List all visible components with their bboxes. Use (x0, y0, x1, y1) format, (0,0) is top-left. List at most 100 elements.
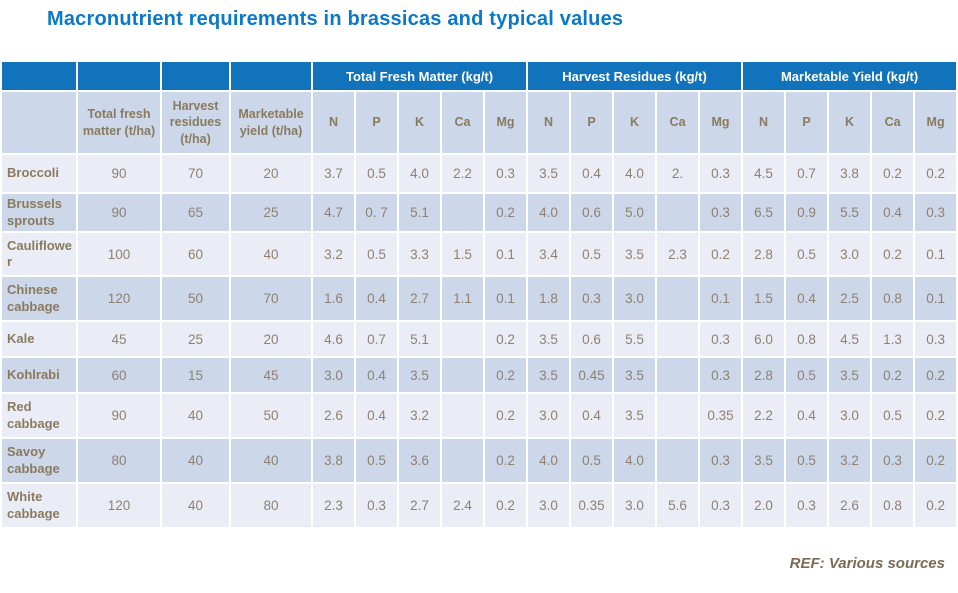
header-spacer (162, 62, 229, 90)
value-cell: 3.8 (313, 439, 354, 482)
value-cell: 3.0 (829, 233, 871, 275)
sub-header-mg: Mg (700, 92, 742, 153)
value-cell: 0.1 (700, 277, 742, 320)
value-cell: 0.3 (915, 322, 957, 356)
value-cell: 1.5 (743, 277, 785, 320)
value-cell: 0.5 (786, 358, 828, 392)
sub-header-n: N (743, 92, 785, 153)
value-cell: 4.0 (528, 439, 570, 482)
value-cell: 3.8 (829, 155, 871, 192)
value-cell: 65 (162, 194, 229, 231)
value-cell: 0.3 (700, 194, 742, 231)
value-cell: 4.0 (614, 155, 656, 192)
value-cell: 45 (231, 358, 311, 392)
value-cell: 0.5 (872, 394, 914, 437)
value-cell: 3.4 (528, 233, 570, 275)
value-cell: 0.2 (915, 394, 957, 437)
value-cell: 5.1 (399, 194, 440, 231)
value-cell: 50 (231, 394, 311, 437)
value-cell: 0.3 (485, 155, 527, 192)
value-cell: 40 (162, 394, 229, 437)
value-cell: 80 (78, 439, 160, 482)
value-cell: 0.3 (700, 358, 742, 392)
value-cell: 5.6 (657, 484, 699, 527)
sub-header-k: K (614, 92, 656, 153)
value-cell: 2.2 (442, 155, 483, 192)
value-cell: 0.7 (786, 155, 828, 192)
value-cell: 0.5 (786, 439, 828, 482)
value-cell: 0.3 (700, 484, 742, 527)
value-cell: 0.5 (356, 439, 397, 482)
value-cell: 0.4 (571, 394, 613, 437)
value-cell: 6.0 (743, 322, 785, 356)
value-cell: 0.2 (485, 358, 527, 392)
group-header-total-fresh-matter: Total Fresh Matter (kg/t) (313, 62, 527, 90)
value-cell: 0.5 (356, 155, 397, 192)
value-cell: 0.3 (356, 484, 397, 527)
value-cell: 0.1 (915, 233, 957, 275)
value-cell (657, 439, 699, 482)
value-cell: 50 (162, 277, 229, 320)
row-label: Red cabbage (2, 394, 76, 437)
table-row: White cabbage 120 40 80 2.3 0.3 2.7 2.4 0.2 3.0 0.… (2, 484, 957, 527)
table-row: Chinese cabbage 120 50 70 1.6 0.4 2.7 1.1 0.1 1.8… (2, 277, 957, 320)
value-cell: 0.4 (786, 394, 828, 437)
header-spacer (78, 62, 160, 90)
sub-header-total-fresh-matter: Total fresh matter (t/ha) (78, 92, 160, 153)
value-cell: 0.2 (915, 155, 957, 192)
value-cell: 0.9 (786, 194, 828, 231)
value-cell: 4.0 (528, 194, 570, 231)
table-row: Kale 45 25 20 4.6 0.7 5.1 0.2 3.5 0.6 5.5 0.3 6.0 0.8… (2, 322, 957, 356)
value-cell: 3.0 (313, 358, 354, 392)
value-cell (442, 322, 483, 356)
sub-header-blank (2, 92, 76, 153)
sub-header-ca: Ca (657, 92, 699, 153)
value-cell: 120 (78, 277, 160, 320)
value-cell: 2.8 (743, 358, 785, 392)
table-row: Red cabbage 90 40 50 2.6 0.4 3.2 0.2 3.0 0.4 3.5 0.… (2, 394, 957, 437)
table-body: Broccoli 90 70 20 3.7 0.5 4.0 2.2 0.3 3.5 0.4 4.0 2.… (2, 155, 957, 527)
group-header-row: Total Fresh Matter (kg/t) Harvest Residu… (2, 62, 957, 90)
header-spacer (2, 62, 76, 90)
value-cell: 0.1 (915, 277, 957, 320)
value-cell: 0.4 (786, 277, 828, 320)
value-cell: 5.5 (614, 322, 656, 356)
value-cell: 0.4 (872, 194, 914, 231)
value-cell: 4.7 (313, 194, 354, 231)
value-cell: 40 (231, 233, 311, 275)
row-label: Cauliflower (2, 233, 76, 275)
value-cell: 2.6 (313, 394, 354, 437)
sub-header-row: Total fresh matter (t/ha) Harvest residu… (2, 92, 957, 153)
table-row: Broccoli 90 70 20 3.7 0.5 4.0 2.2 0.3 3.5 0.4 4.0 2.… (2, 155, 957, 192)
value-cell: 3.0 (528, 394, 570, 437)
sub-header-n: N (313, 92, 354, 153)
value-cell: 0.3 (571, 277, 613, 320)
reference-note: REF: Various sources (789, 555, 945, 572)
row-label: Brussels sprouts (2, 194, 76, 231)
row-label: Kale (2, 322, 76, 356)
sub-header-n: N (528, 92, 570, 153)
value-cell: 3.0 (829, 394, 871, 437)
value-cell: 0.2 (485, 394, 527, 437)
value-cell: 80 (231, 484, 311, 527)
value-cell: 2.7 (399, 277, 440, 320)
value-cell: 0.2 (915, 358, 957, 392)
sub-header-k: K (829, 92, 871, 153)
value-cell: 4.5 (829, 322, 871, 356)
value-cell: 0.8 (872, 484, 914, 527)
row-label: Broccoli (2, 155, 76, 192)
value-cell: 2.4 (442, 484, 483, 527)
value-cell: 0.3 (872, 439, 914, 482)
value-cell: 3.5 (614, 394, 656, 437)
value-cell: 0.2 (700, 233, 742, 275)
value-cell: 5.1 (399, 322, 440, 356)
value-cell: 40 (162, 439, 229, 482)
value-cell: 3.5 (743, 439, 785, 482)
value-cell: 6.5 (743, 194, 785, 231)
table-row: Savoy cabbage 80 40 40 3.8 0.5 3.6 0.2 4.0 0.5 4.0… (2, 439, 957, 482)
value-cell: 0.45 (571, 358, 613, 392)
group-header-harvest-residues: Harvest Residues (kg/t) (528, 62, 742, 90)
value-cell: 1.1 (442, 277, 483, 320)
row-label: Savoy cabbage (2, 439, 76, 482)
